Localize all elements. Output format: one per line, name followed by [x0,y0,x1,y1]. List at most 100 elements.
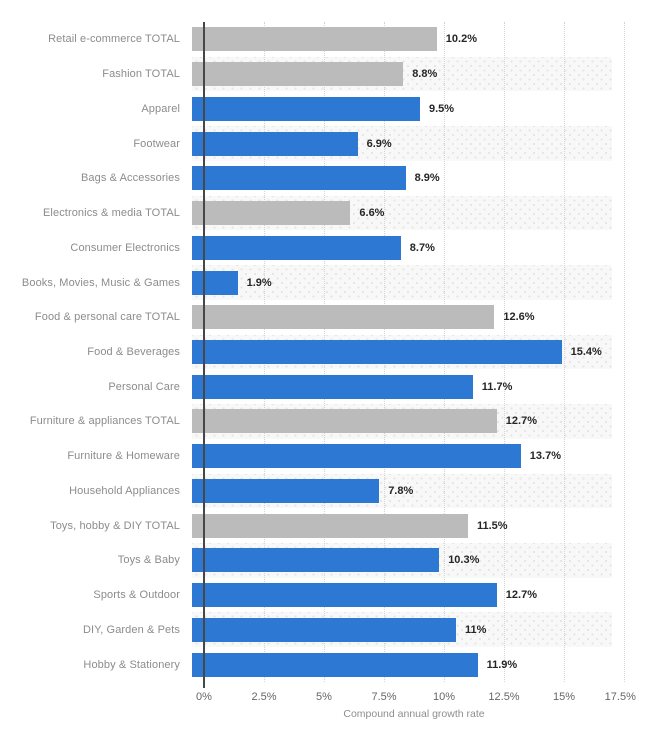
bar[interactable] [192,617,456,642]
bar-track: 10.3% [192,543,612,578]
category-label: DIY, Garden & Pets [83,623,180,636]
category-label: Household Appliances [69,484,180,497]
value-label: 11% [465,623,487,636]
bar[interactable] [192,96,420,121]
bar[interactable] [192,548,440,573]
value-label: 10.2% [445,33,477,46]
value-label: 15.4% [570,345,602,358]
bar-row: Furniture & Homeware 13.7% [0,439,624,474]
bar[interactable] [192,444,521,469]
bar-row: Hobby & Stationery 11.9% [0,647,624,682]
category-label: Retail e-commerce TOTAL [48,33,180,46]
category-label: Food & personal care TOTAL [34,311,180,324]
bar-track: 12.7% [192,404,612,439]
x-axis-title: Compound annual growth rate [343,708,485,720]
bar-track: 12.6% [192,300,612,335]
x-tick-label: 10% [432,691,456,703]
bar-row: DIY, Garden & Pets 11% [0,612,624,648]
category-label: Fashion TOTAL [102,68,180,81]
bar[interactable] [192,513,468,538]
category-label: Consumer Electronics [70,241,180,254]
bar-row: Personal Care 11.7% [0,369,624,404]
value-label: 8.9% [414,172,440,185]
value-label: 1.9% [246,276,272,289]
bar[interactable] [192,409,497,434]
bar-track: 8.8% [192,56,612,92]
y-axis-line [203,22,205,688]
x-tick-label: 15% [552,691,576,703]
bar-track: 1.9% [192,265,612,300]
x-tick-label: 0% [196,691,212,703]
value-label: 13.7% [529,450,561,463]
bar[interactable] [192,131,358,156]
category-label: Toys, hobby & DIY TOTAL [50,519,180,532]
category-label: Toys & Baby [117,554,180,567]
value-label: 12.6% [503,311,535,324]
value-label: 10.3% [448,554,480,567]
gridline [624,22,625,682]
bar-row: Apparel 9.5% [0,91,624,126]
bar[interactable] [192,62,404,87]
bar-track: 7.8% [192,473,612,509]
bar-row: Consumer Electronics 8.7% [0,230,624,265]
x-tick-label: 17.5% [604,691,636,703]
bar-row: Food & personal care TOTAL 12.6% [0,300,624,335]
x-tick-label: 5% [316,691,332,703]
bar-row: Bags & Accessories 8.9% [0,161,624,196]
bar[interactable] [192,305,495,330]
value-label: 9.5% [428,102,455,115]
category-label: Furniture & Homeware [67,450,180,463]
x-tick-label: 12.5% [488,691,520,703]
bar[interactable] [192,652,478,677]
bar-track: 8.9% [192,161,612,196]
value-label: 11.7% [481,380,513,393]
bar[interactable] [192,339,562,364]
bar-row: Toys & Baby 10.3% [0,543,624,578]
bar-row: Household Appliances 7.8% [0,473,624,509]
value-label: 6.6% [359,207,385,220]
bar-track: 10.2% [192,22,612,57]
value-label: 11.5% [477,519,508,532]
bar[interactable] [192,478,380,503]
bar[interactable] [192,374,473,399]
bar-row: Footwear 6.9% [0,126,624,161]
bar-track: 12.7% [192,578,612,613]
bar-row: Sports & Outdoor 12.7% [0,578,624,613]
value-label: 12.7% [505,589,537,602]
x-tick-label: 7.5% [371,691,397,703]
bar[interactable] [192,166,406,191]
category-label: Sports & Outdoor [93,589,180,602]
value-label: 11.9% [486,658,518,671]
bar-row: Toys, hobby & DIY TOTAL 11.5% [0,508,624,543]
x-axis-ticks: 0% 2.5% 5% 7.5% 10% 12.5% 15% 17.5% [196,691,636,705]
value-label: 12.7% [505,415,537,428]
bar-row: Fashion TOTAL 8.8% [0,56,624,92]
category-label: Hobby & Stationery [83,658,180,671]
bar[interactable] [192,583,497,608]
value-label: 8.7% [409,241,435,254]
bar[interactable] [192,270,238,295]
bar-track: 11% [192,612,612,648]
bar-track: 11.5% [192,508,612,543]
bar-track: 13.7% [192,439,612,474]
bar[interactable] [192,201,351,226]
bar-track: 6.6% [192,195,612,231]
value-label: 6.9% [366,137,392,150]
value-label: 8.8% [412,68,438,81]
bar-track: 9.5% [192,91,612,126]
bar-row: Books, Movies, Music & Games 1.9% [0,265,624,300]
bar[interactable] [192,27,437,52]
bar-row: Retail e-commerce TOTAL 10.2% [0,22,624,57]
bar[interactable] [192,235,401,260]
bar-rows: Retail e-commerce TOTAL 10.2% Fashion TO… [0,22,624,682]
category-label: Footwear [133,137,180,150]
x-tick-label: 2.5% [251,691,277,703]
bar-track: 11.9% [192,647,612,682]
category-label: Food & Beverages [87,345,180,358]
bar-row: Furniture & appliances TOTAL 12.7% [0,404,624,439]
bar-row: Food & Beverages 15.4% [0,334,624,370]
value-label: 7.8% [388,484,414,497]
bar-row: Electronics & media TOTAL 6.6% [0,195,624,231]
bar-track: 11.7% [192,369,612,404]
